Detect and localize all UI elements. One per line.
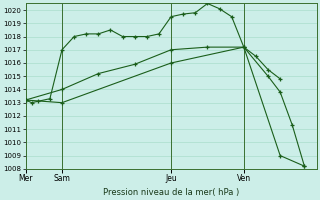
X-axis label: Pression niveau de la mer( hPa ): Pression niveau de la mer( hPa ) (103, 188, 239, 197)
